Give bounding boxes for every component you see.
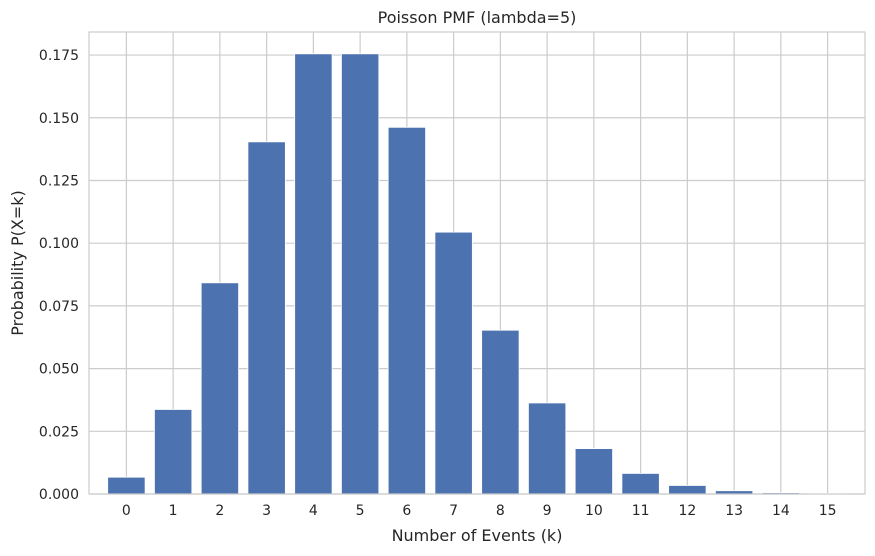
y-tick-label: 0.075 bbox=[39, 299, 79, 315]
bar-k-3 bbox=[247, 141, 286, 495]
x-tick-label: 15 bbox=[819, 503, 837, 519]
x-tick-label: 4 bbox=[309, 503, 318, 519]
bar-k-12 bbox=[668, 485, 707, 495]
bars bbox=[107, 53, 847, 495]
x-tick-labels: 0 1 2 3 4 5 6 7 8 9 10 11 12 13 14 15 bbox=[122, 503, 837, 519]
x-tick-label: 13 bbox=[725, 503, 743, 519]
bar-k-11 bbox=[621, 473, 660, 495]
y-tick-label: 0.150 bbox=[39, 111, 79, 127]
x-tick-label: 1 bbox=[169, 503, 178, 519]
bar-k-6 bbox=[387, 126, 426, 495]
x-tick-label: 8 bbox=[496, 503, 505, 519]
bar-k-1 bbox=[154, 409, 193, 495]
x-tick-label: 9 bbox=[543, 503, 552, 519]
bar-k-9 bbox=[528, 402, 567, 495]
bar-k-4 bbox=[294, 53, 333, 495]
x-tick-label: 5 bbox=[356, 503, 365, 519]
x-axis-label: Number of Events (k) bbox=[392, 526, 563, 545]
x-tick-label: 14 bbox=[772, 503, 790, 519]
x-tick-label: 10 bbox=[585, 503, 603, 519]
x-tick-label: 12 bbox=[678, 503, 696, 519]
x-tick-label: 0 bbox=[122, 503, 131, 519]
y-tick-label: 0.100 bbox=[39, 236, 79, 252]
bar-k-0 bbox=[107, 476, 146, 495]
plot-frame bbox=[88, 31, 866, 495]
y-tick-label: 0.050 bbox=[39, 362, 79, 378]
x-tick-label: 11 bbox=[632, 503, 650, 519]
y-tick-label: 0.000 bbox=[39, 487, 79, 503]
y-tick-label: 0.125 bbox=[39, 173, 79, 189]
bar-k-5 bbox=[341, 53, 380, 495]
y-axis-label: Probability P(X=k) bbox=[8, 190, 27, 335]
bar-k-2 bbox=[200, 282, 239, 495]
x-tick-label: 3 bbox=[262, 503, 271, 519]
bar-k-10 bbox=[574, 448, 613, 495]
x-tick-label: 7 bbox=[449, 503, 458, 519]
bar-k-7 bbox=[434, 231, 473, 495]
chart-title: Poisson PMF (lambda=5) bbox=[378, 8, 577, 27]
bar-k-8 bbox=[481, 329, 520, 495]
y-tick-labels: 0.000 0.025 0.050 0.075 0.100 0.125 0.150 0.175 bbox=[39, 48, 79, 503]
x-tick-label: 6 bbox=[402, 503, 411, 519]
x-tick-label: 2 bbox=[215, 503, 224, 519]
y-tick-label: 0.025 bbox=[39, 424, 79, 440]
y-tick-label: 0.175 bbox=[39, 48, 79, 64]
